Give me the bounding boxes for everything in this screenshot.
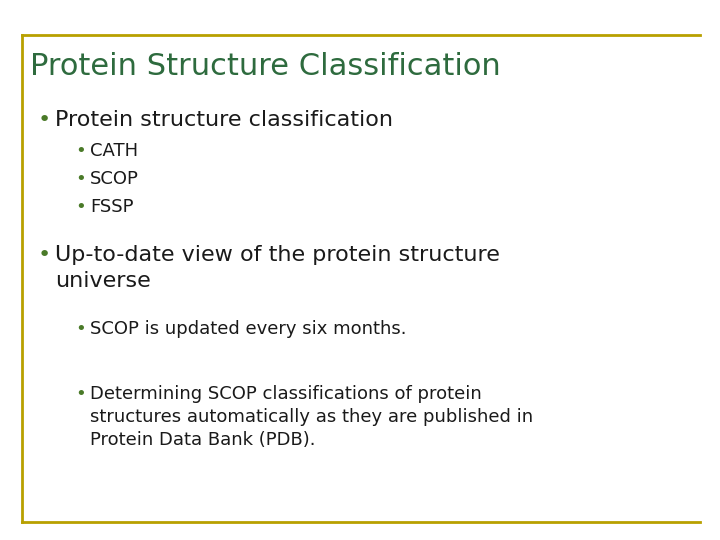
Text: •: • xyxy=(75,142,86,160)
Text: Up-to-date view of the protein structure
universe: Up-to-date view of the protein structure… xyxy=(55,245,500,291)
Text: Protein Structure Classification: Protein Structure Classification xyxy=(30,52,500,81)
Text: •: • xyxy=(75,170,86,188)
Text: •: • xyxy=(38,245,51,265)
Text: Protein structure classification: Protein structure classification xyxy=(55,110,393,130)
Text: •: • xyxy=(75,320,86,338)
Text: •: • xyxy=(75,198,86,216)
Text: Determining SCOP classifications of protein
structures automatically as they are: Determining SCOP classifications of prot… xyxy=(90,385,533,449)
Text: •: • xyxy=(75,385,86,403)
Text: SCOP: SCOP xyxy=(90,170,139,188)
Text: •: • xyxy=(38,110,51,130)
Text: SCOP is updated every six months.: SCOP is updated every six months. xyxy=(90,320,407,338)
Text: FSSP: FSSP xyxy=(90,198,133,216)
Text: CATH: CATH xyxy=(90,142,138,160)
